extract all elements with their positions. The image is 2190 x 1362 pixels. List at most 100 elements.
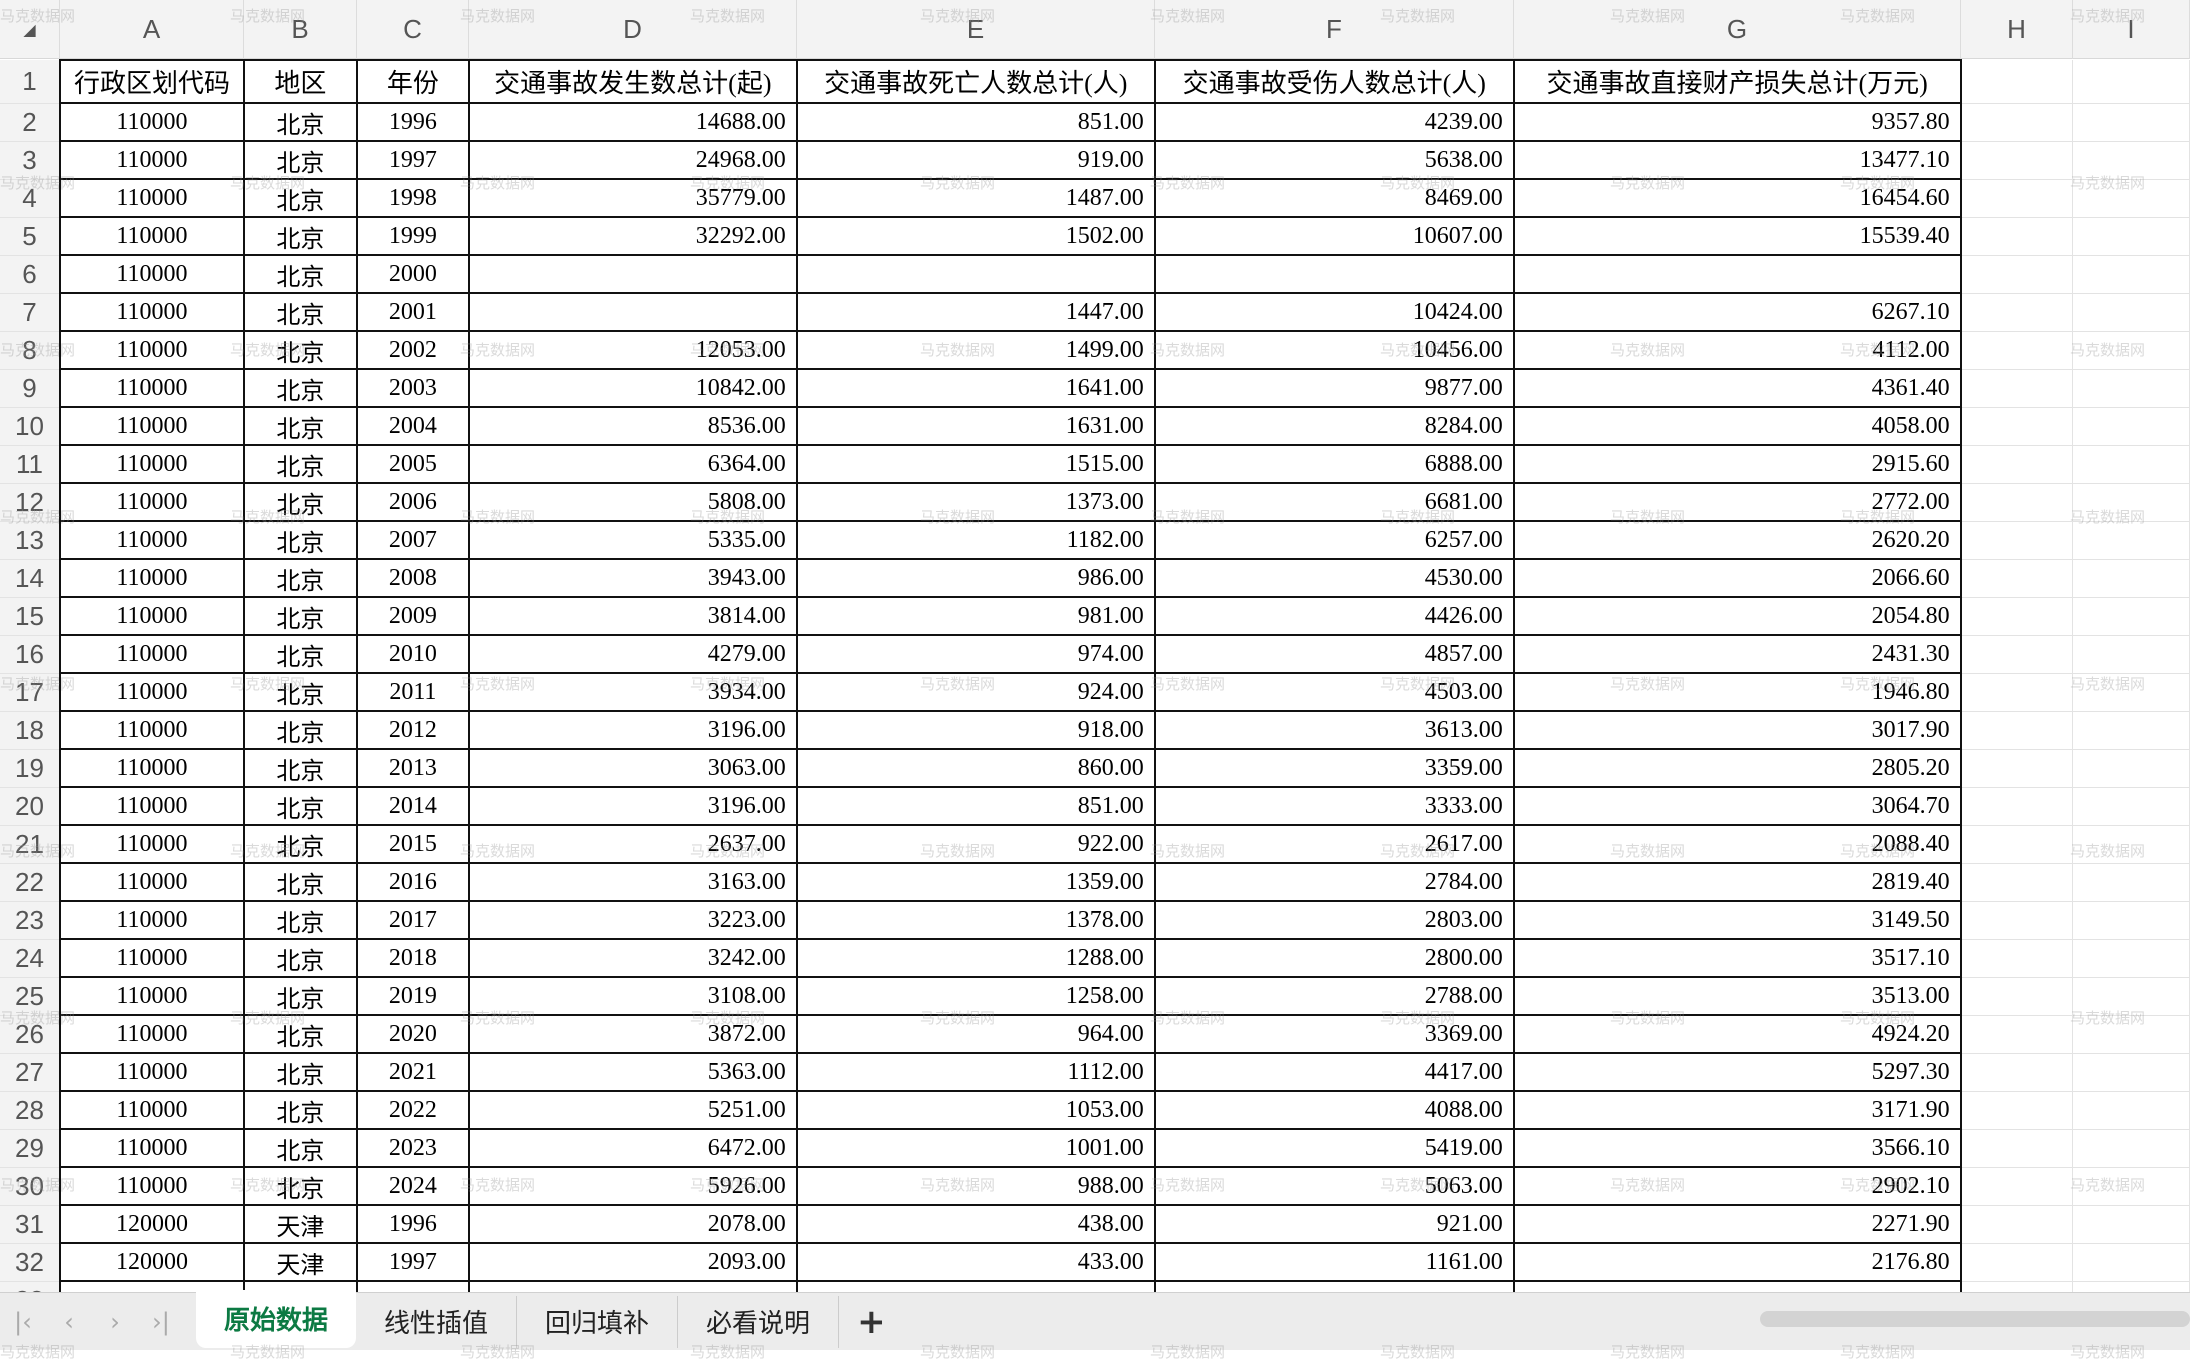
- cell-B9[interactable]: 北京: [242, 368, 358, 408]
- cell-B13[interactable]: 北京: [242, 520, 358, 560]
- cell-I24[interactable]: [2072, 939, 2190, 978]
- row-number[interactable]: 15: [0, 597, 61, 636]
- cell-A27[interactable]: 110000: [58, 1052, 245, 1092]
- cell-I13[interactable]: [2072, 521, 2190, 560]
- cell-I2[interactable]: [2072, 103, 2190, 142]
- cell-E10[interactable]: 1631.00: [795, 406, 1156, 446]
- cell-G30[interactable]: 2902.10: [1512, 1166, 1962, 1206]
- cell-A20[interactable]: 110000: [58, 786, 245, 826]
- cell-I3[interactable]: [2072, 141, 2190, 180]
- tab-regression-fill[interactable]: 回归填补: [517, 1295, 679, 1348]
- cell-H25[interactable]: [1960, 977, 2074, 1016]
- cell-G19[interactable]: 2805.20: [1512, 748, 1962, 788]
- cell-C7[interactable]: 2001: [355, 292, 470, 332]
- cell-B11[interactable]: 北京: [242, 444, 358, 484]
- cell-E5[interactable]: 1502.00: [795, 216, 1156, 256]
- cell-I7[interactable]: [2072, 293, 2190, 332]
- cell-E2[interactable]: 851.00: [795, 102, 1156, 142]
- cell-C3[interactable]: 1997: [355, 140, 470, 180]
- cell-A26[interactable]: 110000: [58, 1014, 245, 1054]
- cell-F5[interactable]: 10607.00: [1153, 216, 1515, 256]
- cell-B6[interactable]: 北京: [242, 254, 358, 294]
- cell-D14[interactable]: 3943.00: [467, 558, 798, 598]
- cell-H13[interactable]: [1960, 521, 2074, 560]
- cell-E26[interactable]: 964.00: [795, 1014, 1156, 1054]
- row-number[interactable]: 13: [0, 521, 61, 560]
- cell-G5[interactable]: 15539.40: [1512, 216, 1962, 256]
- cell-H10[interactable]: [1960, 407, 2074, 446]
- cell-C1[interactable]: 年份: [355, 59, 470, 104]
- cell-B7[interactable]: 北京: [242, 292, 358, 332]
- cell-C14[interactable]: 2008: [355, 558, 470, 598]
- cell-I28[interactable]: [2072, 1091, 2190, 1130]
- cell-F21[interactable]: 2617.00: [1153, 824, 1515, 864]
- row-number[interactable]: 17: [0, 673, 61, 712]
- cell-I25[interactable]: [2072, 977, 2190, 1016]
- cell-F32[interactable]: 1161.00: [1153, 1242, 1515, 1282]
- cell-I26[interactable]: [2072, 1015, 2190, 1054]
- cell-D28[interactable]: 5251.00: [467, 1090, 798, 1130]
- cell-A7[interactable]: 110000: [58, 292, 245, 332]
- cell-G26[interactable]: 4924.20: [1512, 1014, 1962, 1054]
- cell-E25[interactable]: 1258.00: [795, 976, 1156, 1016]
- cell-G8[interactable]: 4112.00: [1512, 330, 1962, 370]
- add-sheet-button[interactable]: +: [857, 1301, 886, 1342]
- cell-A3[interactable]: 110000: [58, 140, 245, 180]
- cell-I19[interactable]: [2072, 749, 2190, 788]
- row-number[interactable]: 4: [0, 179, 61, 218]
- column-header-C[interactable]: C: [357, 0, 469, 59]
- cell-G12[interactable]: 2772.00: [1512, 482, 1962, 522]
- cell-F16[interactable]: 4857.00: [1153, 634, 1515, 674]
- tab-original-data[interactable]: 原始数据: [196, 1289, 357, 1348]
- cell-B16[interactable]: 北京: [242, 634, 358, 674]
- cell-I8[interactable]: [2072, 331, 2190, 370]
- cell-E3[interactable]: 919.00: [795, 140, 1156, 180]
- row-number[interactable]: 22: [0, 863, 61, 902]
- cell-D7[interactable]: [467, 292, 798, 332]
- row-number[interactable]: 8: [0, 331, 61, 370]
- cell-F1[interactable]: 交通事故受伤人数总计(人): [1153, 59, 1515, 104]
- cell-F10[interactable]: 8284.00: [1153, 406, 1515, 446]
- cell-F7[interactable]: 10424.00: [1153, 292, 1515, 332]
- cell-D17[interactable]: 3934.00: [467, 672, 798, 712]
- cell-E4[interactable]: 1487.00: [795, 178, 1156, 218]
- cell-H15[interactable]: [1960, 597, 2074, 636]
- cell-E13[interactable]: 1182.00: [795, 520, 1156, 560]
- cell-B2[interactable]: 北京: [242, 102, 358, 142]
- cell-G17[interactable]: 1946.80: [1512, 672, 1962, 712]
- row-number[interactable]: 9: [0, 369, 61, 408]
- cell-F23[interactable]: 2803.00: [1153, 900, 1515, 940]
- cell-C28[interactable]: 2022: [355, 1090, 470, 1130]
- cell-C12[interactable]: 2006: [355, 482, 470, 522]
- cell-G7[interactable]: 6267.10: [1512, 292, 1962, 332]
- cell-G27[interactable]: 5297.30: [1512, 1052, 1962, 1092]
- cell-G11[interactable]: 2915.60: [1512, 444, 1962, 484]
- cell-E8[interactable]: 1499.00: [795, 330, 1156, 370]
- cell-B4[interactable]: 北京: [242, 178, 358, 218]
- cell-I17[interactable]: [2072, 673, 2190, 712]
- cell-C29[interactable]: 2023: [355, 1128, 470, 1168]
- cell-E24[interactable]: 1288.00: [795, 938, 1156, 978]
- cell-F6[interactable]: [1153, 254, 1515, 294]
- cell-B32[interactable]: 天津: [242, 1242, 358, 1282]
- column-header-F[interactable]: F: [1155, 0, 1514, 59]
- cell-G18[interactable]: 3017.90: [1512, 710, 1962, 750]
- cell-I20[interactable]: [2072, 787, 2190, 826]
- cell-B17[interactable]: 北京: [242, 672, 358, 712]
- cell-B25[interactable]: 北京: [242, 976, 358, 1016]
- cell-H11[interactable]: [1960, 445, 2074, 484]
- cell-A8[interactable]: 110000: [58, 330, 245, 370]
- cell-G23[interactable]: 3149.50: [1512, 900, 1962, 940]
- cell-I1[interactable]: [2072, 60, 2190, 104]
- cell-C13[interactable]: 2007: [355, 520, 470, 560]
- cell-C20[interactable]: 2014: [355, 786, 470, 826]
- cell-G31[interactable]: 2271.90: [1512, 1204, 1962, 1244]
- cell-H4[interactable]: [1960, 179, 2074, 218]
- cell-C17[interactable]: 2011: [355, 672, 470, 712]
- cell-E6[interactable]: [795, 254, 1156, 294]
- cell-F18[interactable]: 3613.00: [1153, 710, 1515, 750]
- cell-B27[interactable]: 北京: [242, 1052, 358, 1092]
- cell-C22[interactable]: 2016: [355, 862, 470, 902]
- cell-H31[interactable]: [1960, 1205, 2074, 1244]
- cell-E31[interactable]: 438.00: [795, 1204, 1156, 1244]
